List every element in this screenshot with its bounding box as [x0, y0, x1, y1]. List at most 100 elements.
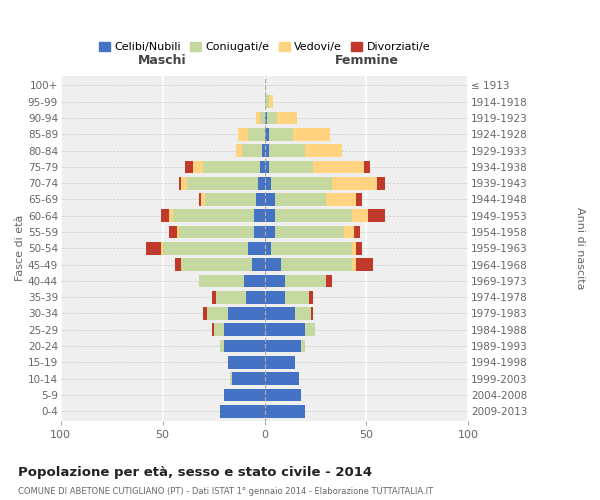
Bar	[193, 160, 203, 173]
Bar	[281, 258, 352, 271]
Bar	[265, 291, 285, 304]
Bar	[305, 324, 316, 336]
Bar	[277, 112, 297, 124]
Bar	[266, 112, 277, 124]
Bar	[352, 242, 356, 254]
Bar	[364, 160, 370, 173]
Bar	[224, 388, 265, 402]
Bar	[199, 193, 202, 206]
Bar	[177, 226, 179, 238]
Bar	[212, 324, 214, 336]
Bar	[311, 307, 313, 320]
Bar	[295, 307, 311, 320]
Bar	[161, 210, 169, 222]
Bar	[260, 160, 265, 173]
Bar	[208, 307, 228, 320]
Bar	[305, 144, 342, 157]
Bar	[326, 274, 332, 287]
Bar	[265, 96, 269, 108]
Bar	[220, 405, 265, 417]
Bar	[275, 226, 344, 238]
Bar	[265, 388, 301, 402]
Bar	[203, 160, 260, 173]
Bar	[230, 372, 232, 385]
Bar	[228, 356, 265, 368]
Bar	[269, 160, 313, 173]
Bar	[265, 324, 305, 336]
Bar	[354, 226, 360, 238]
Bar	[224, 324, 265, 336]
Bar	[275, 210, 352, 222]
Bar	[332, 177, 377, 190]
Bar	[253, 258, 265, 271]
Bar	[271, 177, 332, 190]
Bar	[260, 112, 265, 124]
Bar	[181, 177, 187, 190]
Bar	[187, 177, 259, 190]
Bar	[356, 193, 362, 206]
Bar	[265, 274, 285, 287]
Bar	[246, 291, 265, 304]
Bar	[271, 242, 352, 254]
Bar	[265, 258, 281, 271]
Bar	[265, 372, 299, 385]
Bar	[275, 193, 326, 206]
Bar	[265, 144, 269, 157]
Bar	[254, 226, 265, 238]
Bar	[256, 112, 260, 124]
Bar	[214, 324, 224, 336]
Bar	[265, 210, 275, 222]
Bar	[301, 340, 305, 352]
Bar	[205, 193, 256, 206]
Bar	[248, 242, 265, 254]
Bar	[173, 210, 254, 222]
Text: Popolazione per età, sesso e stato civile - 2014: Popolazione per età, sesso e stato civil…	[18, 466, 372, 479]
Text: Maschi: Maschi	[139, 54, 187, 66]
Bar	[169, 210, 173, 222]
Bar	[368, 210, 385, 222]
Bar	[310, 291, 313, 304]
Bar	[248, 128, 265, 140]
Bar	[265, 242, 271, 254]
Bar	[228, 307, 265, 320]
Bar	[265, 160, 269, 173]
Bar	[215, 291, 246, 304]
Bar	[265, 193, 275, 206]
Bar	[265, 405, 305, 417]
Bar	[161, 242, 163, 254]
Bar	[269, 96, 272, 108]
Bar	[265, 112, 266, 124]
Bar	[265, 177, 271, 190]
Bar	[199, 274, 244, 287]
Y-axis label: Anni di nascita: Anni di nascita	[575, 207, 585, 290]
Bar	[313, 160, 364, 173]
Bar	[179, 177, 181, 190]
Bar	[185, 160, 193, 173]
Bar	[265, 307, 295, 320]
Bar	[146, 242, 161, 254]
Y-axis label: Fasce di età: Fasce di età	[15, 215, 25, 282]
Bar	[285, 274, 326, 287]
Bar	[262, 144, 265, 157]
Bar	[265, 340, 301, 352]
Bar	[242, 144, 262, 157]
Bar	[293, 128, 330, 140]
Text: Femmine: Femmine	[334, 54, 398, 66]
Bar	[356, 242, 362, 254]
Bar	[220, 340, 224, 352]
Bar	[356, 258, 373, 271]
Bar	[352, 258, 356, 271]
Bar	[179, 226, 254, 238]
Bar	[181, 258, 253, 271]
Bar	[256, 193, 265, 206]
Bar	[203, 307, 208, 320]
Bar	[265, 356, 295, 368]
Bar	[238, 128, 248, 140]
Bar	[254, 210, 265, 222]
Bar	[163, 242, 248, 254]
Bar	[326, 193, 356, 206]
Legend: Celibi/Nubili, Coniugati/e, Vedovi/e, Divorziati/e: Celibi/Nubili, Coniugati/e, Vedovi/e, Di…	[97, 40, 432, 54]
Bar	[269, 144, 305, 157]
Bar	[352, 210, 368, 222]
Bar	[344, 226, 354, 238]
